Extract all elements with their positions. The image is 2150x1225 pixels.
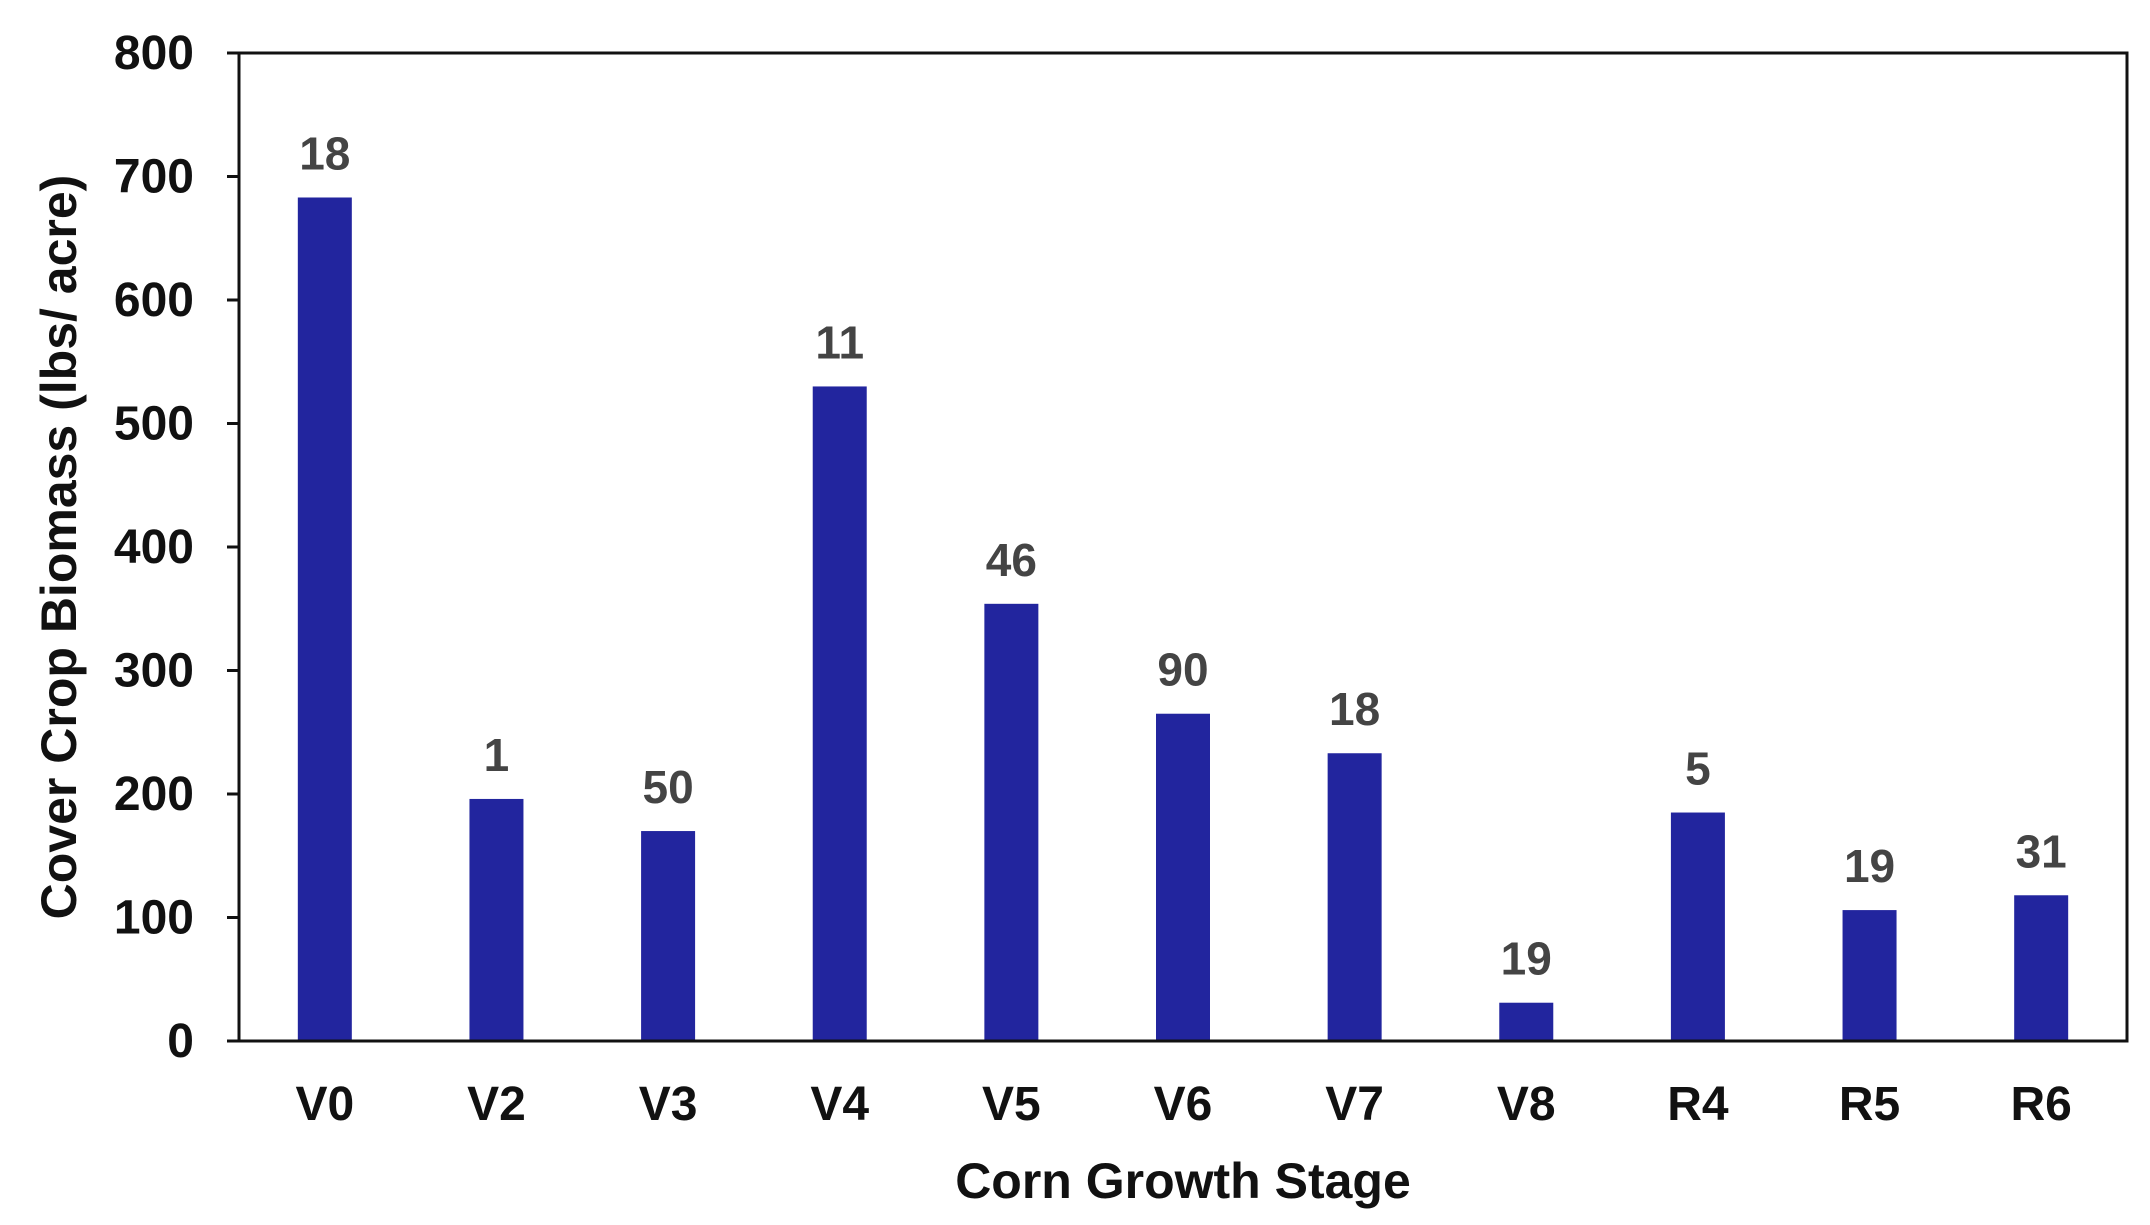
y-tick-label: 100 — [114, 892, 194, 945]
y-tick-label: 0 — [167, 1015, 194, 1068]
bar-v4 — [812, 386, 867, 1041]
y-axis-label: Cover Crop Biomass (lbs/ acre) — [31, 175, 87, 920]
bar-r5 — [1842, 910, 1897, 1041]
bars — [297, 197, 2069, 1041]
y-tick-label: 400 — [114, 521, 194, 574]
data-label-v4: 11 — [815, 316, 864, 368]
y-axis-ticks: 0 100 200 300 400 500 600 700 800 — [114, 27, 239, 1068]
x-tick-label-v7: V7 — [1325, 1078, 1384, 1131]
bar-v2 — [469, 798, 524, 1041]
bar-v0 — [297, 197, 352, 1041]
bar-r6 — [2014, 895, 2069, 1041]
x-tick-label-v8: V8 — [1497, 1078, 1556, 1131]
x-tick-label-r5: R5 — [1839, 1078, 1900, 1131]
y-tick-label: 200 — [114, 768, 194, 821]
y-tick-label: 600 — [114, 274, 194, 327]
x-axis-ticks: V0 V2 V3 V4 V5 V6 V7 V8 R4 R5 R6 — [295, 1078, 2071, 1131]
data-label-v0: 18 — [299, 127, 350, 179]
bar-v6 — [1156, 713, 1210, 1041]
data-label-v3: 50 — [643, 761, 694, 813]
x-tick-label-v2: V2 — [467, 1078, 526, 1131]
data-label-v2: 1 — [484, 729, 510, 781]
y-tick-label: 700 — [114, 151, 194, 204]
x-tick-label-v0: V0 — [295, 1078, 354, 1131]
x-tick-label-v4: V4 — [810, 1078, 869, 1131]
x-tick-label-r6: R6 — [2011, 1078, 2072, 1131]
data-label-v7: 18 — [1329, 683, 1380, 735]
bar-v5 — [984, 603, 1039, 1041]
bar-v3 — [641, 831, 696, 1041]
x-tick-label-v5: V5 — [982, 1078, 1041, 1131]
y-tick-label: 300 — [114, 645, 194, 698]
data-labels: 18 1 50 11 46 90 18 19 5 19 31 — [299, 127, 2067, 984]
bar-v8 — [1499, 1002, 1554, 1041]
data-label-r6: 31 — [2016, 825, 2067, 877]
data-label-r4: 5 — [1685, 743, 1711, 795]
data-label-v6: 90 — [1157, 644, 1208, 696]
x-axis-label: Corn Growth Stage — [955, 1153, 1411, 1209]
data-label-v5: 46 — [986, 534, 1037, 586]
bar-r4 — [1670, 812, 1725, 1041]
x-tick-label-v6: V6 — [1154, 1078, 1213, 1131]
y-tick-label: 800 — [114, 27, 194, 80]
data-label-r5: 19 — [1844, 840, 1895, 892]
data-label-v8: 19 — [1501, 933, 1552, 985]
x-tick-label-r4: R4 — [1667, 1078, 1729, 1131]
bar-v7 — [1327, 753, 1382, 1041]
y-tick-label: 500 — [114, 398, 194, 451]
plot-area-frame — [237, 51, 2129, 1043]
x-tick-label-v3: V3 — [639, 1078, 698, 1131]
